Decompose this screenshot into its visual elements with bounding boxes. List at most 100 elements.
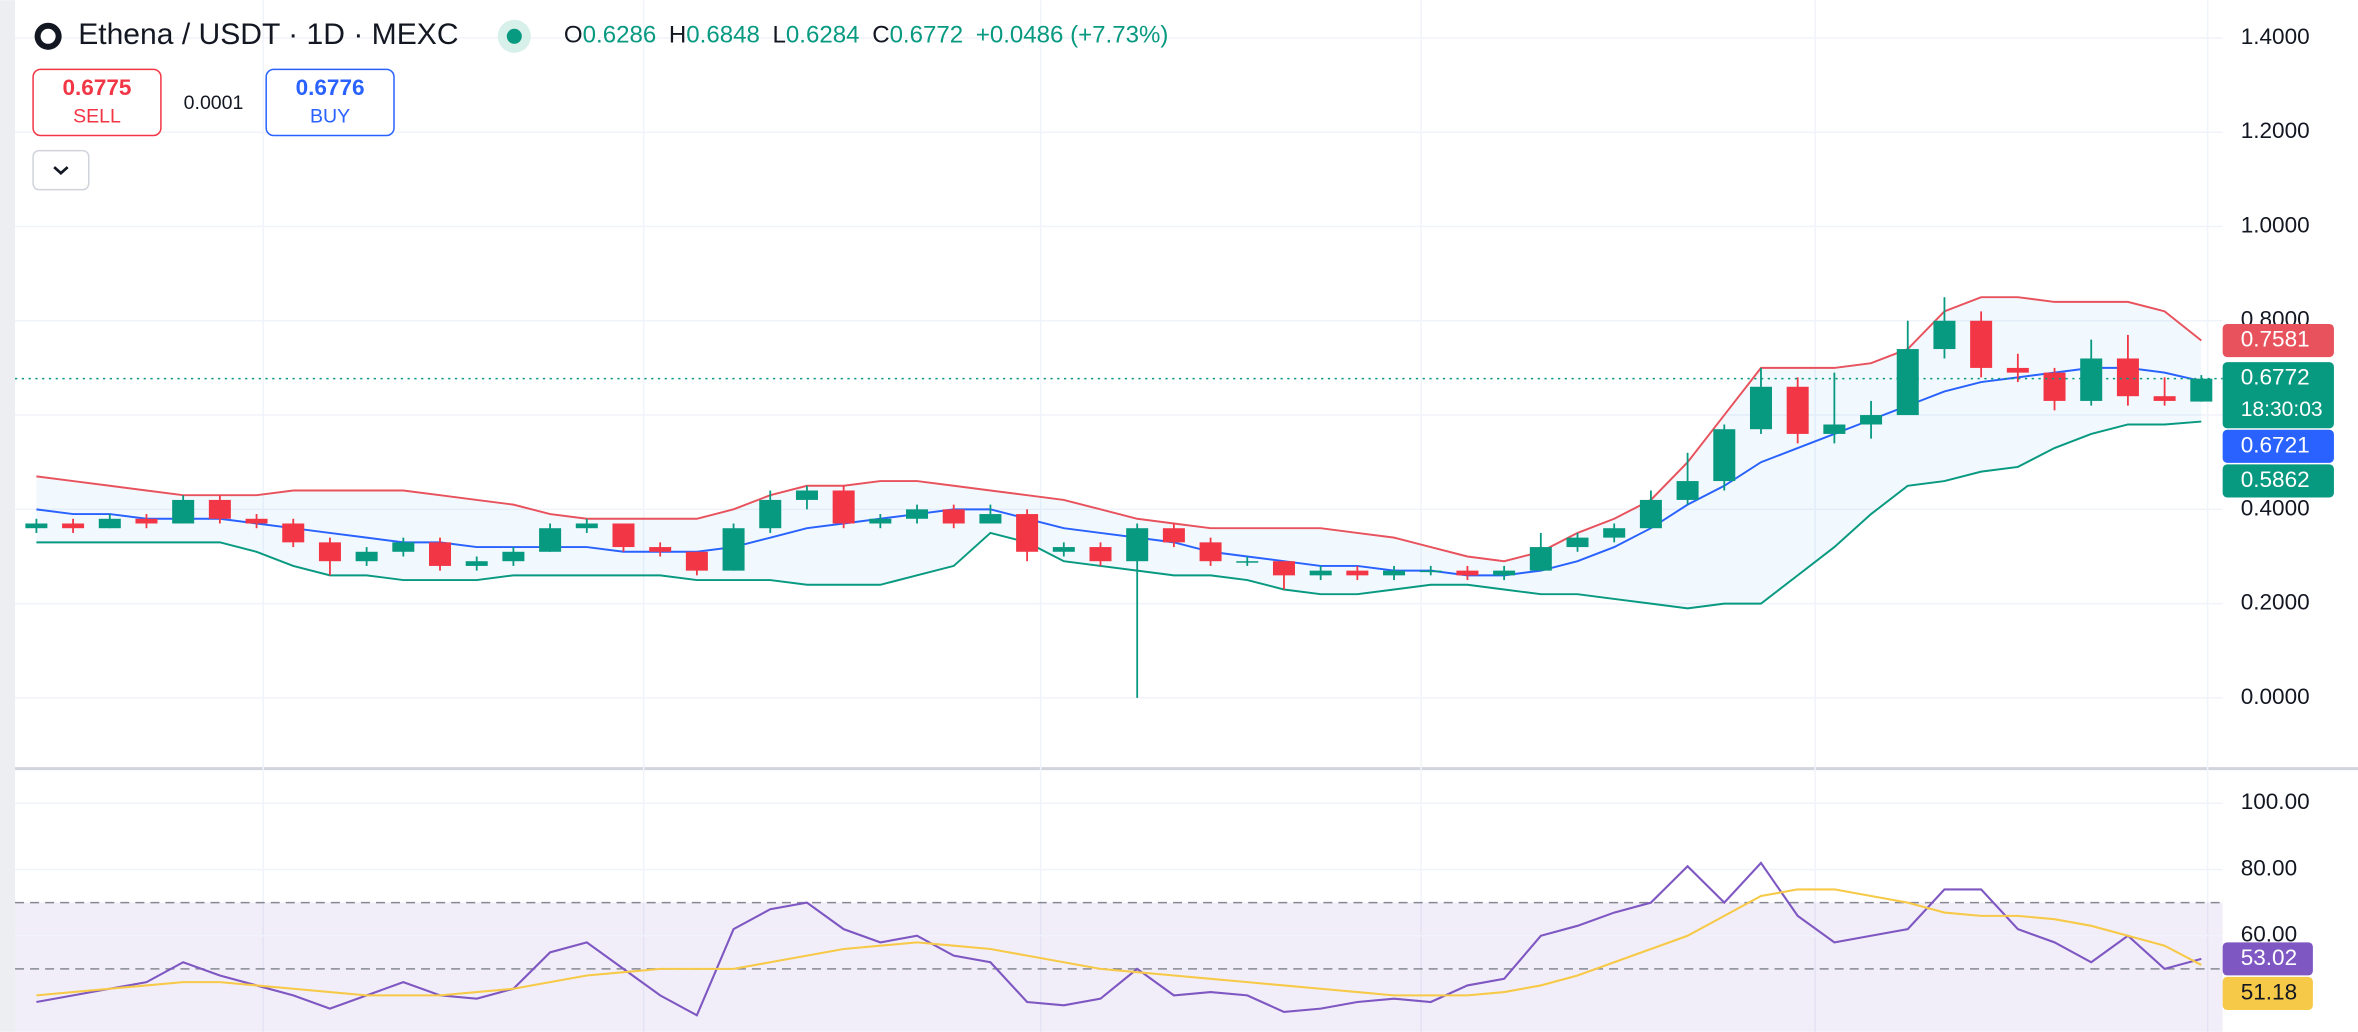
countdown: 18:30:03 — [2241, 398, 2323, 421]
candle-body — [612, 523, 635, 548]
candle-body — [1383, 570, 1406, 576]
candle-body — [1529, 547, 1552, 571]
candle-body — [1456, 570, 1479, 576]
plot-layer: 0.00000.20000.40000.60000.80001.00001.20… — [15, 24, 2334, 1032]
legend-change: +0.0486 (+7.73%) — [976, 22, 1169, 49]
price-label: 0.6772 — [2241, 365, 2310, 390]
candle-body — [465, 561, 488, 566]
price-label: 0.6721 — [2241, 432, 2310, 457]
candle-body — [1199, 542, 1222, 562]
candle-body — [25, 523, 48, 529]
price-label-box — [2222, 362, 2334, 429]
candle-body — [1860, 415, 1883, 425]
candle-body — [795, 490, 818, 500]
sell-label: SELL — [73, 106, 121, 128]
coin-icon-inner — [40, 28, 56, 44]
candle-body — [1603, 528, 1626, 538]
candle-body — [1236, 561, 1259, 563]
candle-body — [1823, 424, 1846, 434]
candle-body — [2116, 358, 2139, 397]
rsi-line — [36, 888, 2202, 997]
candle-body — [318, 542, 341, 562]
band-fill — [36, 297, 2202, 609]
candle-body — [98, 518, 121, 529]
market-status-dot — [506, 28, 522, 44]
candle-body — [429, 542, 452, 566]
y-tick-label: 1.0000 — [2241, 212, 2310, 237]
candle-body — [208, 499, 231, 519]
left-edge — [0, 0, 16, 1032]
price-label-box — [2222, 323, 2334, 358]
candle-body — [1896, 349, 1919, 416]
ohlc-legend: O0.6286 H0.6848 L0.6284 C0.6772 +0.0486 … — [564, 22, 1168, 49]
candle-body — [979, 514, 1002, 524]
y-tick-label: 0.2000 — [2241, 590, 2310, 615]
symbol-title: Ethena / USDT · 1D · MEXC — [78, 18, 458, 51]
candle-body — [649, 547, 672, 552]
collapse-button[interactable] — [32, 149, 90, 191]
candle-body — [1162, 528, 1185, 543]
candle-body — [355, 551, 378, 562]
price-label: 0.7581 — [2241, 326, 2310, 351]
candle-body — [62, 523, 85, 529]
spread: 0.0001 — [184, 92, 244, 114]
value-label: 51.18 — [2241, 979, 2297, 1004]
y-tick-label: 1.2000 — [2241, 118, 2310, 143]
candle-body — [1639, 499, 1662, 529]
candle-body — [722, 528, 745, 571]
candle-body — [832, 490, 855, 524]
legend-value: 0.6286 — [583, 22, 657, 49]
y-tick-label: 0.4000 — [2241, 495, 2310, 520]
legend-label: L — [773, 22, 786, 49]
candle-body — [2153, 396, 2176, 401]
candle-body — [1566, 537, 1589, 548]
rsi-line — [36, 861, 2202, 1017]
candle-body — [2080, 358, 2103, 401]
legend-label: O — [564, 22, 583, 49]
candle-body — [1309, 570, 1332, 576]
legend-value: 0.6848 — [686, 22, 760, 49]
value-label-box — [2222, 976, 2313, 1011]
y-tick-label: 1.4000 — [2241, 24, 2310, 49]
legend-value: 0.6772 — [890, 22, 964, 49]
candle-body — [1346, 570, 1369, 576]
candle-body — [1089, 547, 1112, 562]
buy-button[interactable] — [265, 68, 395, 137]
sell-button[interactable] — [32, 68, 162, 137]
candle-body — [1676, 481, 1699, 500]
candle-body — [1970, 320, 1993, 368]
y-tick-label: 100.00 — [2241, 789, 2310, 814]
band-lower — [36, 420, 2202, 610]
price-label: 0.5862 — [2241, 467, 2310, 492]
candle-body — [685, 551, 708, 571]
collapse-icon — [53, 166, 69, 175]
value-label-box — [2222, 942, 2313, 976]
y-tick-label: 80.00 — [2241, 855, 2297, 880]
buy-label: BUY — [310, 106, 350, 128]
sell-price: 0.6775 — [63, 75, 132, 100]
candle-body — [1016, 514, 1039, 552]
legend-label: H — [669, 22, 686, 49]
candle-body — [282, 523, 305, 543]
candle-body — [2043, 372, 2066, 401]
candle-body — [539, 528, 562, 552]
candle-body — [2190, 378, 2213, 402]
candle-body — [1786, 386, 1809, 434]
candle-body — [1749, 386, 1772, 430]
candle-body — [942, 509, 965, 524]
candle-body — [1419, 570, 1442, 573]
price-label-box — [2222, 464, 2334, 498]
candle-body — [1272, 561, 1295, 576]
legend-value: 0.6284 — [786, 22, 860, 49]
candle-body — [172, 499, 195, 524]
candle-body — [2006, 367, 2029, 373]
candle-body — [906, 509, 929, 519]
candle-body — [1713, 429, 1736, 482]
band-upper — [36, 296, 2202, 563]
vertical-grid — [262, 0, 2209, 1032]
candle-body — [575, 523, 598, 529]
candle-body — [1933, 320, 1956, 350]
candle-body — [1126, 528, 1149, 562]
